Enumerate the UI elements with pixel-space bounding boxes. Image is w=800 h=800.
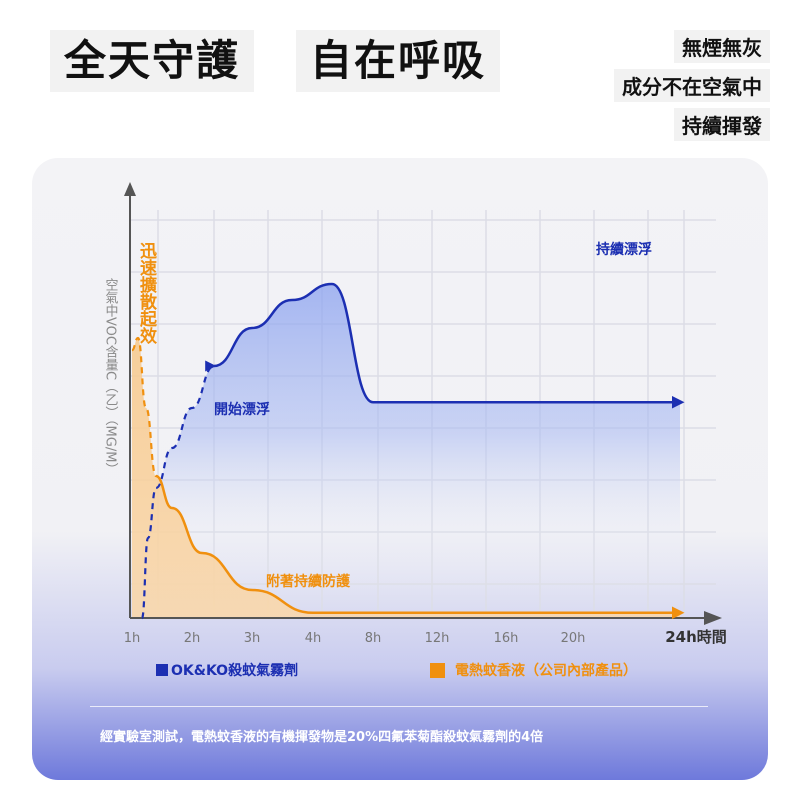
series-b-area bbox=[132, 338, 680, 618]
series-a-plateau-line bbox=[213, 282, 685, 409]
feature-line-continuous: 持續揮發 bbox=[674, 108, 770, 141]
annotation-continuous-floating: 持續漂浮 bbox=[596, 241, 652, 258]
feature-line-not-in-air: 成分不在空氣中 bbox=[614, 69, 770, 102]
chart-panel: 1h 2h 3h 4h 8h 12h 16h 20h 24h時間 空氣中VOC含量C（乙）（M… bbox=[32, 158, 768, 780]
y-axis-label: 空氣中VOC含量C（乙）（MG/M） bbox=[103, 278, 119, 475]
legend-series-a: OK&KO殺蚊氣霧劑 bbox=[156, 660, 298, 680]
series-a-rise-line bbox=[140, 360, 217, 620]
series-a-area bbox=[142, 284, 680, 618]
legend-swatch-orange bbox=[430, 662, 445, 678]
divider bbox=[90, 706, 708, 707]
x-axis-label: 24h時間 bbox=[665, 628, 727, 646]
headline-full-day-protection: 全天守護 bbox=[50, 30, 255, 92]
x-tick-label: 2h bbox=[184, 631, 201, 646]
chart-plot: 1h 2h 3h 4h 8h 12h 16h 20h 24h時間 空氣中VOC含量C（乙）（M… bbox=[103, 182, 727, 646]
series-b-tail-line bbox=[155, 474, 685, 620]
feature-line-smokeless: 無煙無灰 bbox=[674, 30, 770, 63]
annotation-rapid-spread: 迅速擴散起效 bbox=[136, 242, 158, 345]
annotation-start-floating: 開始漂浮 bbox=[214, 401, 270, 418]
x-tick-label: 3h bbox=[244, 631, 261, 646]
x-tick-labels: 1h 2h 3h 4h 8h 12h 16h 20h bbox=[124, 631, 586, 646]
footnote: 經實驗室測試，電熱蚊香液的有機揮發物是20%四氟苯菊酯殺蚊氣霧劑的4倍 bbox=[100, 730, 544, 745]
x-tick-label: 4h bbox=[305, 631, 322, 646]
legend-series-b: 電熱蚊香液（公司內部產品） bbox=[430, 660, 637, 680]
x-tick-label: 12h bbox=[425, 631, 450, 646]
x-tick-label: 16h bbox=[494, 631, 519, 646]
x-tick-label: 1h bbox=[124, 631, 141, 646]
legend-swatch-blue bbox=[156, 664, 168, 676]
headline-breathe-freely: 自在呼吸 bbox=[296, 30, 501, 92]
annotation-adhesion-protection: 附著持續防護 bbox=[266, 573, 351, 590]
legend-label-b: 電熱蚊香液（公司內部產品） bbox=[455, 663, 637, 679]
x-axis-arrow bbox=[704, 611, 722, 625]
x-tick-label: 20h bbox=[561, 631, 586, 646]
feature-text-block: 無煙無灰 成分不在空氣中 持續揮發 bbox=[614, 30, 770, 147]
legend-label-a: OK&KO殺蚊氣霧劑 bbox=[171, 663, 299, 679]
x-tick-label: 8h bbox=[365, 631, 382, 646]
y-axis-arrow bbox=[124, 182, 136, 196]
series-b-drop-line bbox=[131, 336, 158, 478]
